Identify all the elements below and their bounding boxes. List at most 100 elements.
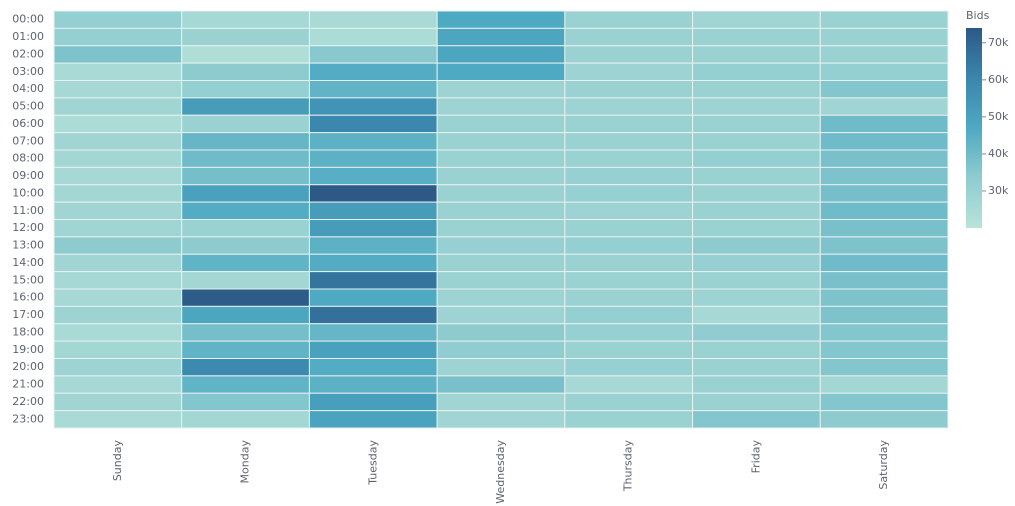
heatmap-cell <box>436 236 566 255</box>
heatmap-cell <box>53 305 183 325</box>
heatmap-cell <box>308 392 438 412</box>
heatmap-cell <box>181 184 310 203</box>
heatmap-cell <box>436 201 566 220</box>
heatmap-cell <box>692 340 821 359</box>
heatmap-cell <box>181 132 310 151</box>
heatmap-cell <box>692 10 821 29</box>
heatmap-cell <box>564 219 694 238</box>
heatmap-cell <box>308 305 438 325</box>
heatmap-cell <box>436 392 566 412</box>
heatmap-cell <box>53 114 183 134</box>
heatmap-cell <box>819 97 949 116</box>
colorbar <box>966 28 982 228</box>
x-tick-label: Thursday <box>622 440 635 493</box>
x-tick-label: Sunday <box>111 440 124 482</box>
heatmap-cell <box>819 114 949 134</box>
heatmap-cell <box>819 358 949 377</box>
heatmap-cell <box>819 27 949 47</box>
heatmap-cell <box>181 97 310 116</box>
heatmap-cell <box>436 10 566 29</box>
heatmap-cell <box>819 305 949 325</box>
heatmap-cell <box>53 410 183 429</box>
heatmap-cell <box>564 132 694 151</box>
heatmap-cell <box>308 10 438 29</box>
heatmap-cell <box>308 132 438 151</box>
heatmap-cell <box>181 201 310 220</box>
heatmap-cell <box>564 271 694 290</box>
heatmap-cell <box>564 253 694 273</box>
heatmap-cell <box>53 97 183 116</box>
heatmap-cell <box>181 271 310 290</box>
heatmap-cell <box>436 114 566 134</box>
heatmap-cell <box>308 253 438 273</box>
y-tick-label: 02:00 <box>12 47 44 60</box>
y-tick-label: 10:00 <box>12 186 44 199</box>
heatmap-cell <box>181 410 310 429</box>
heatmap-cell <box>564 149 694 168</box>
y-tick-label: 14:00 <box>12 256 44 269</box>
heatmap-cell <box>692 305 821 325</box>
heatmap-cell <box>564 114 694 134</box>
y-tick-label: 17:00 <box>12 308 44 321</box>
heatmap-cell <box>564 288 694 307</box>
heatmap-cell <box>436 80 566 99</box>
x-tick-label: Friday <box>749 440 762 474</box>
heatmap-cell <box>819 62 949 81</box>
heatmap-cell <box>692 271 821 290</box>
y-tick-label: 22:00 <box>12 395 44 408</box>
heatmap-cell <box>564 10 694 29</box>
y-tick-label: 01:00 <box>12 30 44 43</box>
heatmap-cell <box>564 201 694 220</box>
heatmap-cell <box>692 45 821 64</box>
heatmap-cell <box>53 323 183 342</box>
heatmap-cell <box>308 184 438 203</box>
y-tick-label: 16:00 <box>12 291 44 304</box>
heatmap-cell <box>436 45 566 64</box>
heatmap-cell <box>436 62 566 81</box>
heatmap-cell <box>53 219 183 238</box>
heatmap-cell <box>436 305 566 325</box>
heatmap-cell <box>308 201 438 220</box>
heatmap-cell <box>436 166 566 186</box>
heatmap-cell <box>53 375 183 394</box>
heatmap-cell <box>436 358 566 377</box>
heatmap-cell <box>692 288 821 307</box>
heatmap-cell <box>181 114 310 134</box>
heatmap-cell <box>564 410 694 429</box>
y-tick-label: 03:00 <box>12 65 44 78</box>
colorbar-tick-label: 30k <box>988 184 1009 197</box>
heatmap-cell <box>692 62 821 81</box>
y-tick-label: 18:00 <box>12 325 44 338</box>
heatmap-cell <box>436 375 566 394</box>
heatmap-cell <box>819 80 949 99</box>
heatmap-cell <box>692 184 821 203</box>
heatmap-cell <box>308 45 438 64</box>
heatmap-cell <box>53 132 183 151</box>
heatmap-cell <box>181 236 310 255</box>
heatmap-cell <box>181 375 310 394</box>
heatmap-cell <box>564 236 694 255</box>
heatmap-cell <box>819 132 949 151</box>
heatmap-cell <box>692 236 821 255</box>
heatmap-cell <box>692 219 821 238</box>
heatmap-cell <box>53 45 183 64</box>
y-tick-label: 07:00 <box>12 134 44 147</box>
heatmap-cell <box>53 236 183 255</box>
heatmap-cell <box>53 253 183 273</box>
heatmap-cell <box>308 271 438 290</box>
heatmap-cell <box>819 201 949 220</box>
heatmap-cell <box>436 184 566 203</box>
y-tick-label: 09:00 <box>12 169 44 182</box>
y-tick-label: 19:00 <box>12 343 44 356</box>
heatmap-cell <box>308 358 438 377</box>
x-tick-label: Wednesday <box>494 440 507 504</box>
y-tick-label: 13:00 <box>12 239 44 252</box>
heatmap-cell <box>181 80 310 99</box>
heatmap-cell <box>692 358 821 377</box>
heatmap-cell <box>692 149 821 168</box>
heatmap-cell <box>181 305 310 325</box>
heatmap-cell <box>181 45 310 64</box>
heatmap-cell <box>53 27 183 47</box>
heatmap-cell <box>308 62 438 81</box>
colorbar-tick-label: 60k <box>988 73 1009 86</box>
